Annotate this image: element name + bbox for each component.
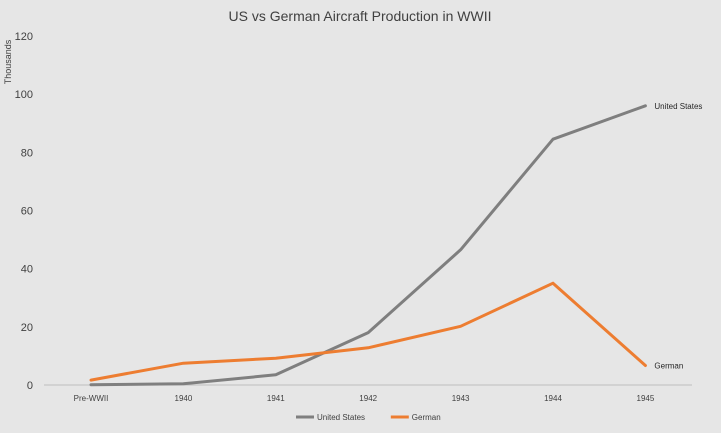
legend-label-united-states: United States — [317, 413, 365, 422]
chart-title: US vs German Aircraft Production in WWII — [229, 8, 492, 24]
legend: United States German — [296, 413, 441, 422]
y-tick-label: 0 — [27, 380, 33, 392]
x-tick-label: 1944 — [544, 394, 562, 403]
y-axis-ticks: 0 20 40 60 80 100 120 — [15, 31, 33, 392]
y-tick-label: 100 — [15, 89, 33, 101]
end-label-german: German — [654, 362, 683, 371]
legend-label-german: German — [412, 413, 441, 422]
x-axis-ticks: Pre-WWII 1940 1941 1942 1943 1944 1945 — [74, 394, 655, 403]
y-tick-label: 40 — [21, 264, 33, 276]
y-axis-label: Thousands — [3, 39, 13, 84]
y-tick-label: 120 — [15, 31, 33, 43]
series-line-german — [89, 281, 647, 382]
y-tick-label: 60 — [21, 206, 33, 218]
y-tick-label: 20 — [21, 322, 33, 334]
x-tick-label: 1943 — [452, 394, 470, 403]
x-tick-label: 1941 — [267, 394, 285, 403]
series-lines — [89, 104, 647, 387]
x-tick-label: 1942 — [359, 394, 377, 403]
series-end-labels: United States German — [654, 102, 702, 371]
end-label-united-states: United States — [654, 102, 702, 111]
series-line-united-states — [89, 104, 647, 387]
x-tick-label: 1940 — [175, 394, 193, 403]
y-tick-label: 80 — [21, 147, 33, 159]
x-tick-label: 1945 — [637, 394, 655, 403]
x-tick-label: Pre-WWII — [74, 394, 109, 403]
